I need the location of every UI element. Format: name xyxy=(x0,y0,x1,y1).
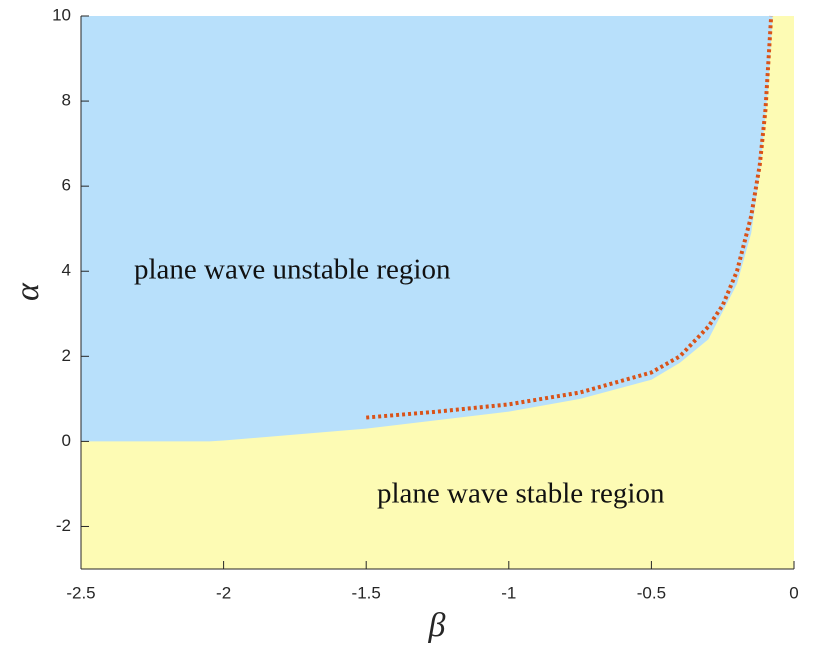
plot-area xyxy=(81,16,794,569)
x-axis-label: β xyxy=(428,607,446,644)
y-tick-label: 8 xyxy=(62,91,71,110)
y-tick-label: -2 xyxy=(56,516,71,535)
unstable-region xyxy=(81,16,773,442)
y-tick-label: 6 xyxy=(62,176,71,195)
y-tick-label: 10 xyxy=(52,5,71,24)
region-label: plane wave unstable region xyxy=(134,254,451,286)
x-tick-label: -2.5 xyxy=(66,583,95,602)
x-tick-label: -1 xyxy=(501,583,516,602)
x-tick-label: 0 xyxy=(789,583,798,602)
x-tick-label: -1.5 xyxy=(352,583,381,602)
series-line xyxy=(366,15,774,420)
x-tick-label: -0.5 xyxy=(637,583,666,602)
region-label: plane wave stable region xyxy=(377,478,665,510)
y-tick-label: 2 xyxy=(62,346,71,365)
y-tick-label: 4 xyxy=(62,261,71,280)
y-axis-label: α xyxy=(9,282,46,301)
x-tick-label: -2 xyxy=(216,583,231,602)
y-tick-label: 0 xyxy=(62,431,71,450)
